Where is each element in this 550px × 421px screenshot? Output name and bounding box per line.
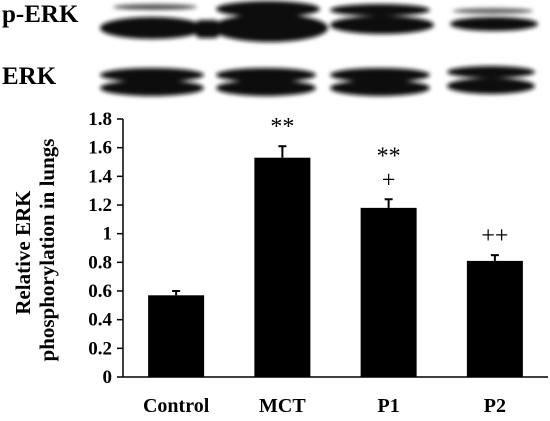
significance-mark-mct: ** <box>270 114 294 140</box>
bar-p2 <box>466 260 523 377</box>
p-erk-band-bridge <box>195 20 220 38</box>
y-axis-title: Relative ERK phosphorylation in lungs <box>11 139 59 362</box>
y-tick-label: 0.2 <box>88 338 112 359</box>
erk-band-control-a <box>100 68 204 82</box>
erk-band-p2-a <box>447 66 535 78</box>
y-tick-label: 0.6 <box>88 281 112 302</box>
y-axis-title-line-2: phosphorylation in lungs <box>35 139 59 362</box>
blot-label-p-erk: p-ERK <box>2 1 79 28</box>
bar-chart: Relative ERK phosphorylation in lungs 00… <box>11 109 548 417</box>
erk-band-mct-b <box>216 80 316 96</box>
x-label-control: Control <box>143 395 210 417</box>
x-label-p2: P2 <box>484 395 506 417</box>
p-erk-band-control <box>100 17 204 39</box>
bars <box>148 157 523 377</box>
erk-band-p1-a <box>330 68 430 82</box>
blot-label-erk: ERK <box>2 63 57 90</box>
x-label-p1: P1 <box>378 395 400 417</box>
error-bars <box>172 145 499 296</box>
y-tick-label: 1 <box>103 224 113 245</box>
p-erk-band-control-top <box>113 4 197 10</box>
y-tick-label: 0.8 <box>88 252 112 273</box>
y-axis-title-line-1: Relative ERK <box>11 190 35 315</box>
bar-p1 <box>360 207 417 377</box>
erk-band-p2-b <box>447 78 535 94</box>
significance-mark-p1: ** <box>377 143 401 169</box>
bar-mct <box>254 157 311 377</box>
erk-band-mct-a <box>216 68 316 82</box>
erk-band-p1-b <box>330 80 430 96</box>
y-ticks: 0 0.2 0.4 0.6 0.8 1 1.2 1.4 1.6 1.8 <box>88 109 123 388</box>
western-blot-panel: p-ERK ERK <box>2 1 538 96</box>
y-tick-label: 1.6 <box>88 138 112 159</box>
p-erk-band-p2 <box>450 17 538 31</box>
p-erk-bands <box>100 1 538 42</box>
y-tick-label: 1.2 <box>88 195 112 216</box>
x-label-mct: MCT <box>259 395 306 417</box>
bar-control <box>148 295 205 377</box>
y-tick-label: 0.4 <box>88 310 112 331</box>
significance-annotations: ****+++ <box>270 114 508 249</box>
erk-bands <box>100 66 535 96</box>
p-erk-band-p2-top <box>453 8 533 14</box>
y-tick-label: 1.4 <box>88 166 112 187</box>
significance-mark-p1: + <box>382 167 396 193</box>
p-erk-band-mct-top <box>216 1 320 17</box>
y-tick-label: 1.8 <box>88 109 112 130</box>
p-erk-band-mct <box>212 14 328 42</box>
x-category-labels: Control MCT P1 P2 <box>143 395 506 417</box>
erk-band-control-b <box>100 80 204 96</box>
p-erk-band-p1 <box>330 16 434 34</box>
y-tick-label: 0 <box>103 367 113 388</box>
p-erk-band-p1-top <box>330 4 430 16</box>
significance-mark-p2: ++ <box>481 223 508 249</box>
